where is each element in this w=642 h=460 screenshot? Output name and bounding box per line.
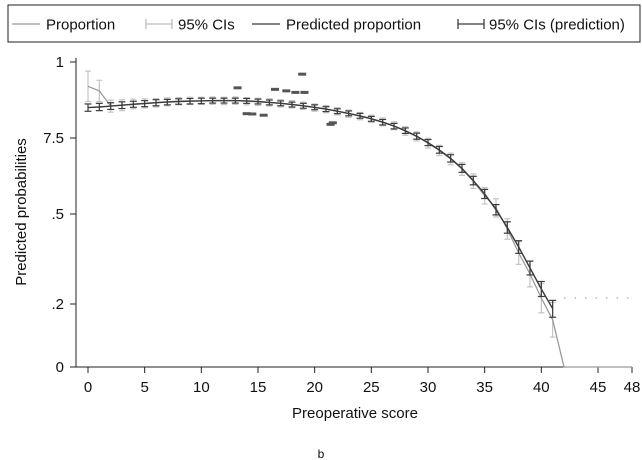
x-tick-label: 0 xyxy=(84,379,92,396)
x-tick-label: 40 xyxy=(533,379,550,396)
y-axis-title: Predicted probabilities xyxy=(13,138,30,286)
legend-predicted-label: Predicted proportion xyxy=(286,17,421,34)
scatter-marker xyxy=(326,122,335,126)
proportion-ci-layer xyxy=(85,70,556,338)
prediction-ci-layer xyxy=(84,97,557,318)
proportion-line xyxy=(87,85,632,368)
scatter-marker xyxy=(270,87,279,91)
x-tick-label: 25 xyxy=(363,379,380,396)
predicted-proportion-line xyxy=(87,99,554,310)
x-tick-label: 48 xyxy=(624,379,641,396)
scatter-marker xyxy=(300,90,309,94)
prediction-line-layer xyxy=(87,99,554,310)
legend-box xyxy=(7,4,641,43)
y-tick-label: 0 xyxy=(56,359,64,376)
scatter-marker xyxy=(291,90,300,94)
scatter-marker xyxy=(259,113,268,117)
y-tick-label: 7.5 xyxy=(43,130,64,147)
scatter-marker xyxy=(328,121,337,125)
scatter-marker xyxy=(242,112,251,116)
x-tick-label: 10 xyxy=(193,379,210,396)
y-tick-label: .2 xyxy=(51,296,64,313)
legend: Proportion 95% CIs Predicted proportion … xyxy=(7,4,641,43)
legend-ci-swatch xyxy=(145,19,173,29)
scatter-marker xyxy=(248,112,257,116)
scatter-marker xyxy=(233,86,242,90)
legend-proportion-label: Proportion xyxy=(46,17,115,34)
scatter-marker xyxy=(298,72,307,76)
scatter-marker xyxy=(282,89,291,93)
axes: 0 5 10 15 20 25 30 35 40 45 48 0 .2 .5 7.5 1 xyxy=(43,54,640,396)
figure-caption: b xyxy=(318,447,325,460)
y-axis-ticks: 0 .2 .5 7.5 1 xyxy=(43,54,76,376)
proportion-line-layer xyxy=(87,85,632,368)
x-tick-label: 20 xyxy=(306,379,323,396)
scatter-marker-layer xyxy=(233,72,337,126)
legend-ci-prediction-label: 95% CIs (prediction) xyxy=(489,17,625,34)
y-tick-label: .5 xyxy=(51,206,64,223)
x-tick-label: 30 xyxy=(420,379,437,396)
legend-ci-label: 95% CIs xyxy=(178,17,235,34)
legend-ci-prediction-swatch xyxy=(457,19,485,29)
x-tick-label: 35 xyxy=(476,379,493,396)
y-tick-label: 1 xyxy=(56,54,64,71)
x-tick-label: 15 xyxy=(250,379,267,396)
x-tick-label: 5 xyxy=(140,379,148,396)
x-tick-label: 45 xyxy=(590,379,607,396)
x-axis-title: Preoperative score xyxy=(292,405,418,422)
x-axis-ticks: 0 5 10 15 20 25 30 35 40 45 48 xyxy=(84,367,641,396)
